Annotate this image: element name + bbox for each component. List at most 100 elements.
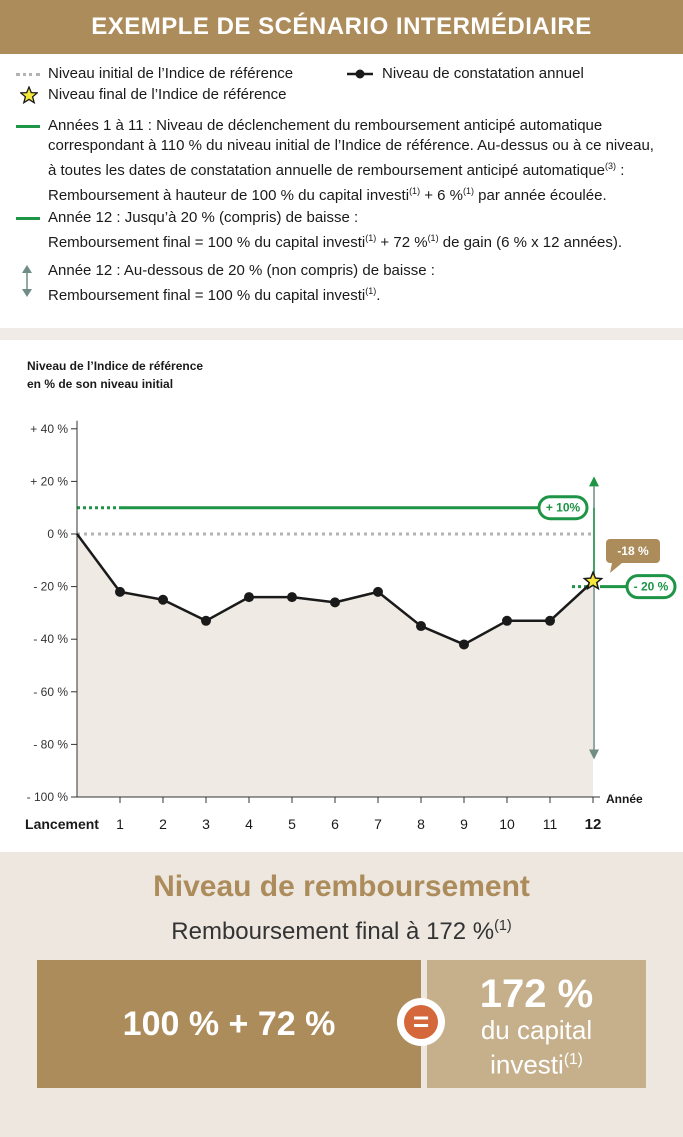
formula-box: 100 % + 72 %	[37, 960, 421, 1088]
legend-text-part: à toutes les dates de constatation annue…	[48, 162, 606, 179]
legend-text-part: Remboursement à hauteur de 100 % du capi…	[48, 187, 410, 204]
y-tick-label: + 40 %	[30, 422, 68, 436]
result-text: investi(1)	[427, 1045, 646, 1080]
footnote-ref: (1)	[494, 918, 512, 934]
result-text: du capital	[480, 1015, 593, 1045]
data-point	[459, 639, 469, 650]
y-axis-label: Niveau de l’Indice de référence en % de …	[27, 357, 203, 393]
legend-text-part: Remboursement final = 100 % du capital i…	[48, 234, 366, 251]
legend-text: Remboursement final = 100 % du capital i…	[48, 228, 675, 253]
data-point	[545, 615, 555, 626]
footnote-ref: (1)	[409, 186, 421, 196]
x-tick-label: Lancement	[25, 816, 99, 832]
legend-label: Niveau de constatation annuel	[382, 65, 584, 82]
legend-text: Années 1 à 11 : Niveau de déclenchement …	[48, 117, 603, 134]
legend-item-year12-gain: Année 12 : Jusqu’à 20 % (compris) de bai…	[16, 208, 675, 253]
equals-icon: =	[397, 998, 445, 1046]
x-tick-label: 9	[460, 816, 468, 832]
x-tick-label: 10	[499, 816, 515, 832]
footnote-ref: (1)	[365, 233, 377, 243]
green-line-icon	[16, 217, 40, 220]
y-axis-label-line: Niveau de l’Indice de référence	[27, 359, 204, 373]
y-tick-label: + 20 %	[30, 474, 68, 488]
legend-text-part: Remboursement final = 100 % du capital i…	[48, 287, 366, 304]
legend-item-initial: Niveau initial de l’Indice de référence	[16, 64, 348, 84]
divider	[0, 328, 683, 340]
footnote-ref: (1)	[365, 286, 377, 296]
autocall-badge	[537, 495, 589, 521]
x-tick-label: 12	[585, 816, 602, 833]
legend-item-autocall: Années 1 à 11 : Niveau de déclenchement …	[16, 116, 675, 206]
arrow-up-head	[589, 476, 599, 487]
line-chart: + 40 % + 20 % 0 % - 20 % - 40 % - 60 % - 80 % -…	[25, 420, 677, 833]
summary-title: Niveau de remboursement	[153, 870, 530, 903]
legend-item-final: Niveau final de l’Indice de référence	[20, 85, 675, 105]
data-point	[373, 586, 383, 597]
formula-text: 100 % + 72 %	[122, 1004, 336, 1043]
data-point	[416, 621, 426, 632]
legend-text: correspondant à 110 % du niveau initial …	[48, 137, 654, 154]
y-tick-label: - 40 %	[33, 632, 68, 646]
legend-text: Année 12 : Au-dessous de 20 % (non compr…	[48, 262, 435, 279]
barrier-label: - 20 %	[634, 580, 669, 594]
legend-item-annual: Niveau de constatation annuel	[347, 64, 642, 84]
footnote-ref: (1)	[463, 186, 475, 196]
data-point	[287, 592, 297, 603]
green-line-icon	[16, 125, 40, 128]
final-value-callout	[606, 539, 660, 573]
star-icon	[20, 86, 38, 104]
final-level-star	[582, 570, 604, 591]
y-tick-label: - 60 %	[33, 685, 68, 699]
legend-text-part: :	[616, 162, 625, 179]
legend-text: à toutes les dates de constatation annue…	[48, 156, 675, 181]
y-tick-label: - 80 %	[33, 737, 68, 751]
double-arrow-icon	[22, 265, 32, 297]
legend-item-year12-capital: Année 12 : Au-dessous de 20 % (non compr…	[22, 261, 675, 306]
x-tick-label: 2	[159, 816, 167, 832]
summary-subtitle: Remboursement final à 172 %(1)	[0, 918, 683, 946]
autocall-label: + 10%	[546, 501, 581, 515]
legend-text-part: + 72 %	[376, 234, 428, 251]
x-tick-label: 7	[374, 816, 382, 832]
x-tick-label: 1	[116, 816, 124, 832]
dotted-line-icon	[16, 73, 40, 76]
arrow-down-head	[589, 749, 599, 760]
x-tick-label: 6	[331, 816, 339, 832]
x-tick-label: 4	[245, 816, 253, 832]
footnote-ref: (3)	[605, 161, 617, 171]
data-point	[115, 586, 125, 597]
result-box: 172 % du capital investi(1)	[427, 960, 646, 1088]
data-point	[158, 594, 168, 605]
data-point	[330, 597, 340, 608]
x-axis-label: Année	[606, 792, 643, 806]
legend-text-part: de gain (6 % x 12 années).	[438, 234, 623, 251]
legend-text: Année 12 : Jusqu’à 20 % (compris) de bai…	[48, 209, 359, 226]
chart-fill-area	[77, 534, 593, 797]
result-text-part: investi	[490, 1049, 564, 1080]
legend-text: Remboursement final = 100 % du capital i…	[48, 281, 675, 306]
y-axis-label-line: en % de son niveau initial	[27, 377, 174, 391]
final-value-label: -18 %	[617, 544, 649, 558]
x-tick-label: 8	[417, 816, 425, 832]
legend-text: Remboursement à hauteur de 100 % du capi…	[48, 181, 675, 206]
legend-label: Niveau initial de l’Indice de référence	[48, 65, 294, 82]
page-title: EXEMPLE DE SCÉNARIO INTERMÉDIAIRE	[0, 0, 683, 54]
equals-sign: =	[404, 1005, 438, 1039]
y-tick-label: 0 %	[47, 527, 68, 541]
data-point	[201, 615, 211, 626]
result-value: 172 %	[479, 972, 594, 1016]
footnote-ref: (1)	[427, 233, 439, 243]
data-point	[244, 592, 254, 603]
footnote-ref: (1)	[563, 1051, 583, 1068]
legend-text-part: par année écoulée.	[474, 187, 607, 204]
legend-text-part: .	[376, 287, 381, 304]
data-point	[502, 615, 512, 626]
legend-text-part: + 6 %	[420, 187, 464, 204]
line-marker-icon	[347, 69, 373, 79]
barrier-badge	[625, 574, 677, 600]
x-tick-label: 5	[288, 816, 296, 832]
legend-label: Niveau final de l’Indice de référence	[48, 86, 287, 103]
y-tick-label: - 20 %	[33, 580, 68, 594]
summary-subtitle-text: Remboursement final à 172 %	[171, 918, 495, 945]
y-tick-label: - 100 %	[27, 790, 69, 804]
